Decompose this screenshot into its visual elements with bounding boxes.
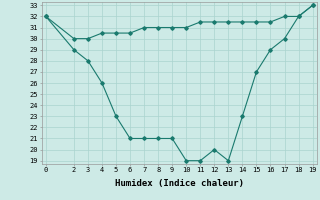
- X-axis label: Humidex (Indice chaleur): Humidex (Indice chaleur): [115, 179, 244, 188]
